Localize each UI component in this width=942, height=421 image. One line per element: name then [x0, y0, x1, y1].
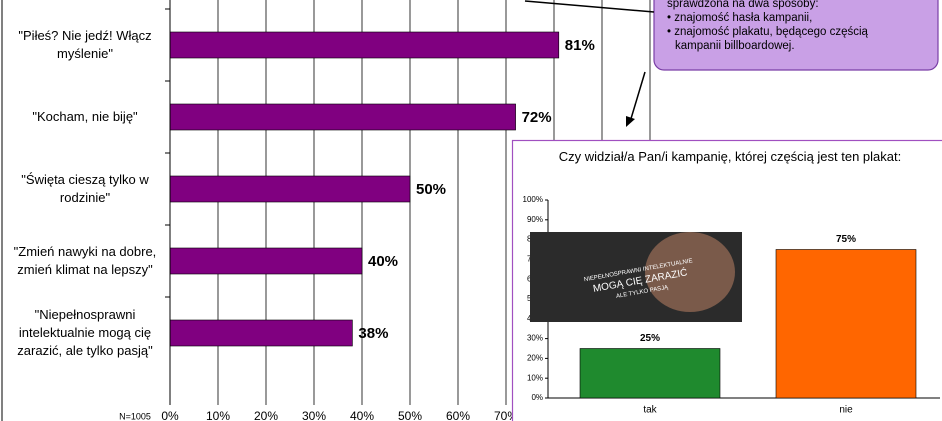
bar: [169, 247, 363, 275]
value-label: 81%: [565, 37, 595, 54]
inset-title-box: Czy widział/a Pan/i kampanię, której czę…: [558, 149, 902, 164]
inset: Czy widział/a Pan/i kampanię, której czę…: [511, 139, 942, 421]
y-tick-label: 90%: [527, 215, 543, 224]
y-tick-label: 100%: [523, 195, 543, 204]
callout-text: • znajomość plakatu, będącego częścią: [667, 26, 869, 38]
poster-figure: [645, 232, 735, 312]
value-label: 75%: [836, 234, 856, 245]
bar: [169, 319, 353, 347]
chart-title: Czy widział/a Pan/i kampanię, której czę…: [558, 149, 902, 164]
bar: [169, 31, 560, 59]
y-tick-label: "Święta cieszą tylko w rodzinie": [21, 171, 149, 205]
value-label: 25%: [640, 333, 660, 344]
callout-text: • znajomość hasła kampanii,: [667, 12, 812, 24]
arrow: [629, 71, 646, 123]
y-tick-label: "Kocham, nie biję": [32, 108, 138, 124]
value-label: 72%: [522, 109, 552, 126]
arrow: [524, 0, 655, 13]
bar: [579, 348, 721, 399]
y-tick-label: 10%: [527, 373, 543, 382]
x-tick-label: 10%: [206, 409, 230, 421]
y-tick-label: "Piłeś? Nie jedź! Włącz myślenie": [18, 27, 152, 61]
x-tick-label: 0%: [161, 409, 179, 421]
y-tick-label: 0%: [531, 393, 543, 402]
category-box: "Kocham, nie biję": [32, 108, 138, 124]
category-box: "Zmień nawyki na dobre, zmień klimat na …: [13, 243, 157, 277]
value-label: 38%: [358, 325, 388, 342]
category-box: "Piłeś? Nie jedź! Włącz myślenie": [18, 27, 152, 61]
callout-text: sprawdzona na dwa sposoby:: [667, 0, 819, 10]
arrow-head: [626, 116, 635, 127]
x-tick-label: nie: [839, 405, 853, 416]
x-tick-label: 40%: [350, 409, 374, 421]
y-tick-label: 30%: [527, 334, 543, 343]
callout-box: [653, 0, 939, 71]
y-tick-label: 20%: [527, 354, 543, 363]
callout-text: kampanii billboardowej.: [675, 40, 795, 52]
x-tick-label: 70%: [494, 409, 518, 421]
category-box: "Święta cieszą tylko w rodzinie": [21, 171, 149, 205]
bar: [169, 175, 411, 203]
x-tick-label: 30%: [302, 409, 326, 421]
value-label: 50%: [416, 181, 446, 198]
bar: [169, 103, 516, 131]
x-tick-label: tak: [643, 405, 657, 416]
value-label: 40%: [368, 253, 398, 270]
x-tick-label: 60%: [446, 409, 470, 421]
x-tick-label: 50%: [398, 409, 422, 421]
bar: [775, 249, 917, 399]
y-tick-label: "Zmień nawyki na dobre, zmień klimat na …: [13, 243, 157, 277]
note: N=1005: [119, 411, 151, 421]
x-tick-label: 20%: [254, 409, 278, 421]
category-box: "Niepełnosprawni intelektualnie mogą cię…: [17, 306, 153, 359]
y-tick-label: "Niepełnosprawni intelektualnie mogą cię…: [17, 306, 153, 359]
